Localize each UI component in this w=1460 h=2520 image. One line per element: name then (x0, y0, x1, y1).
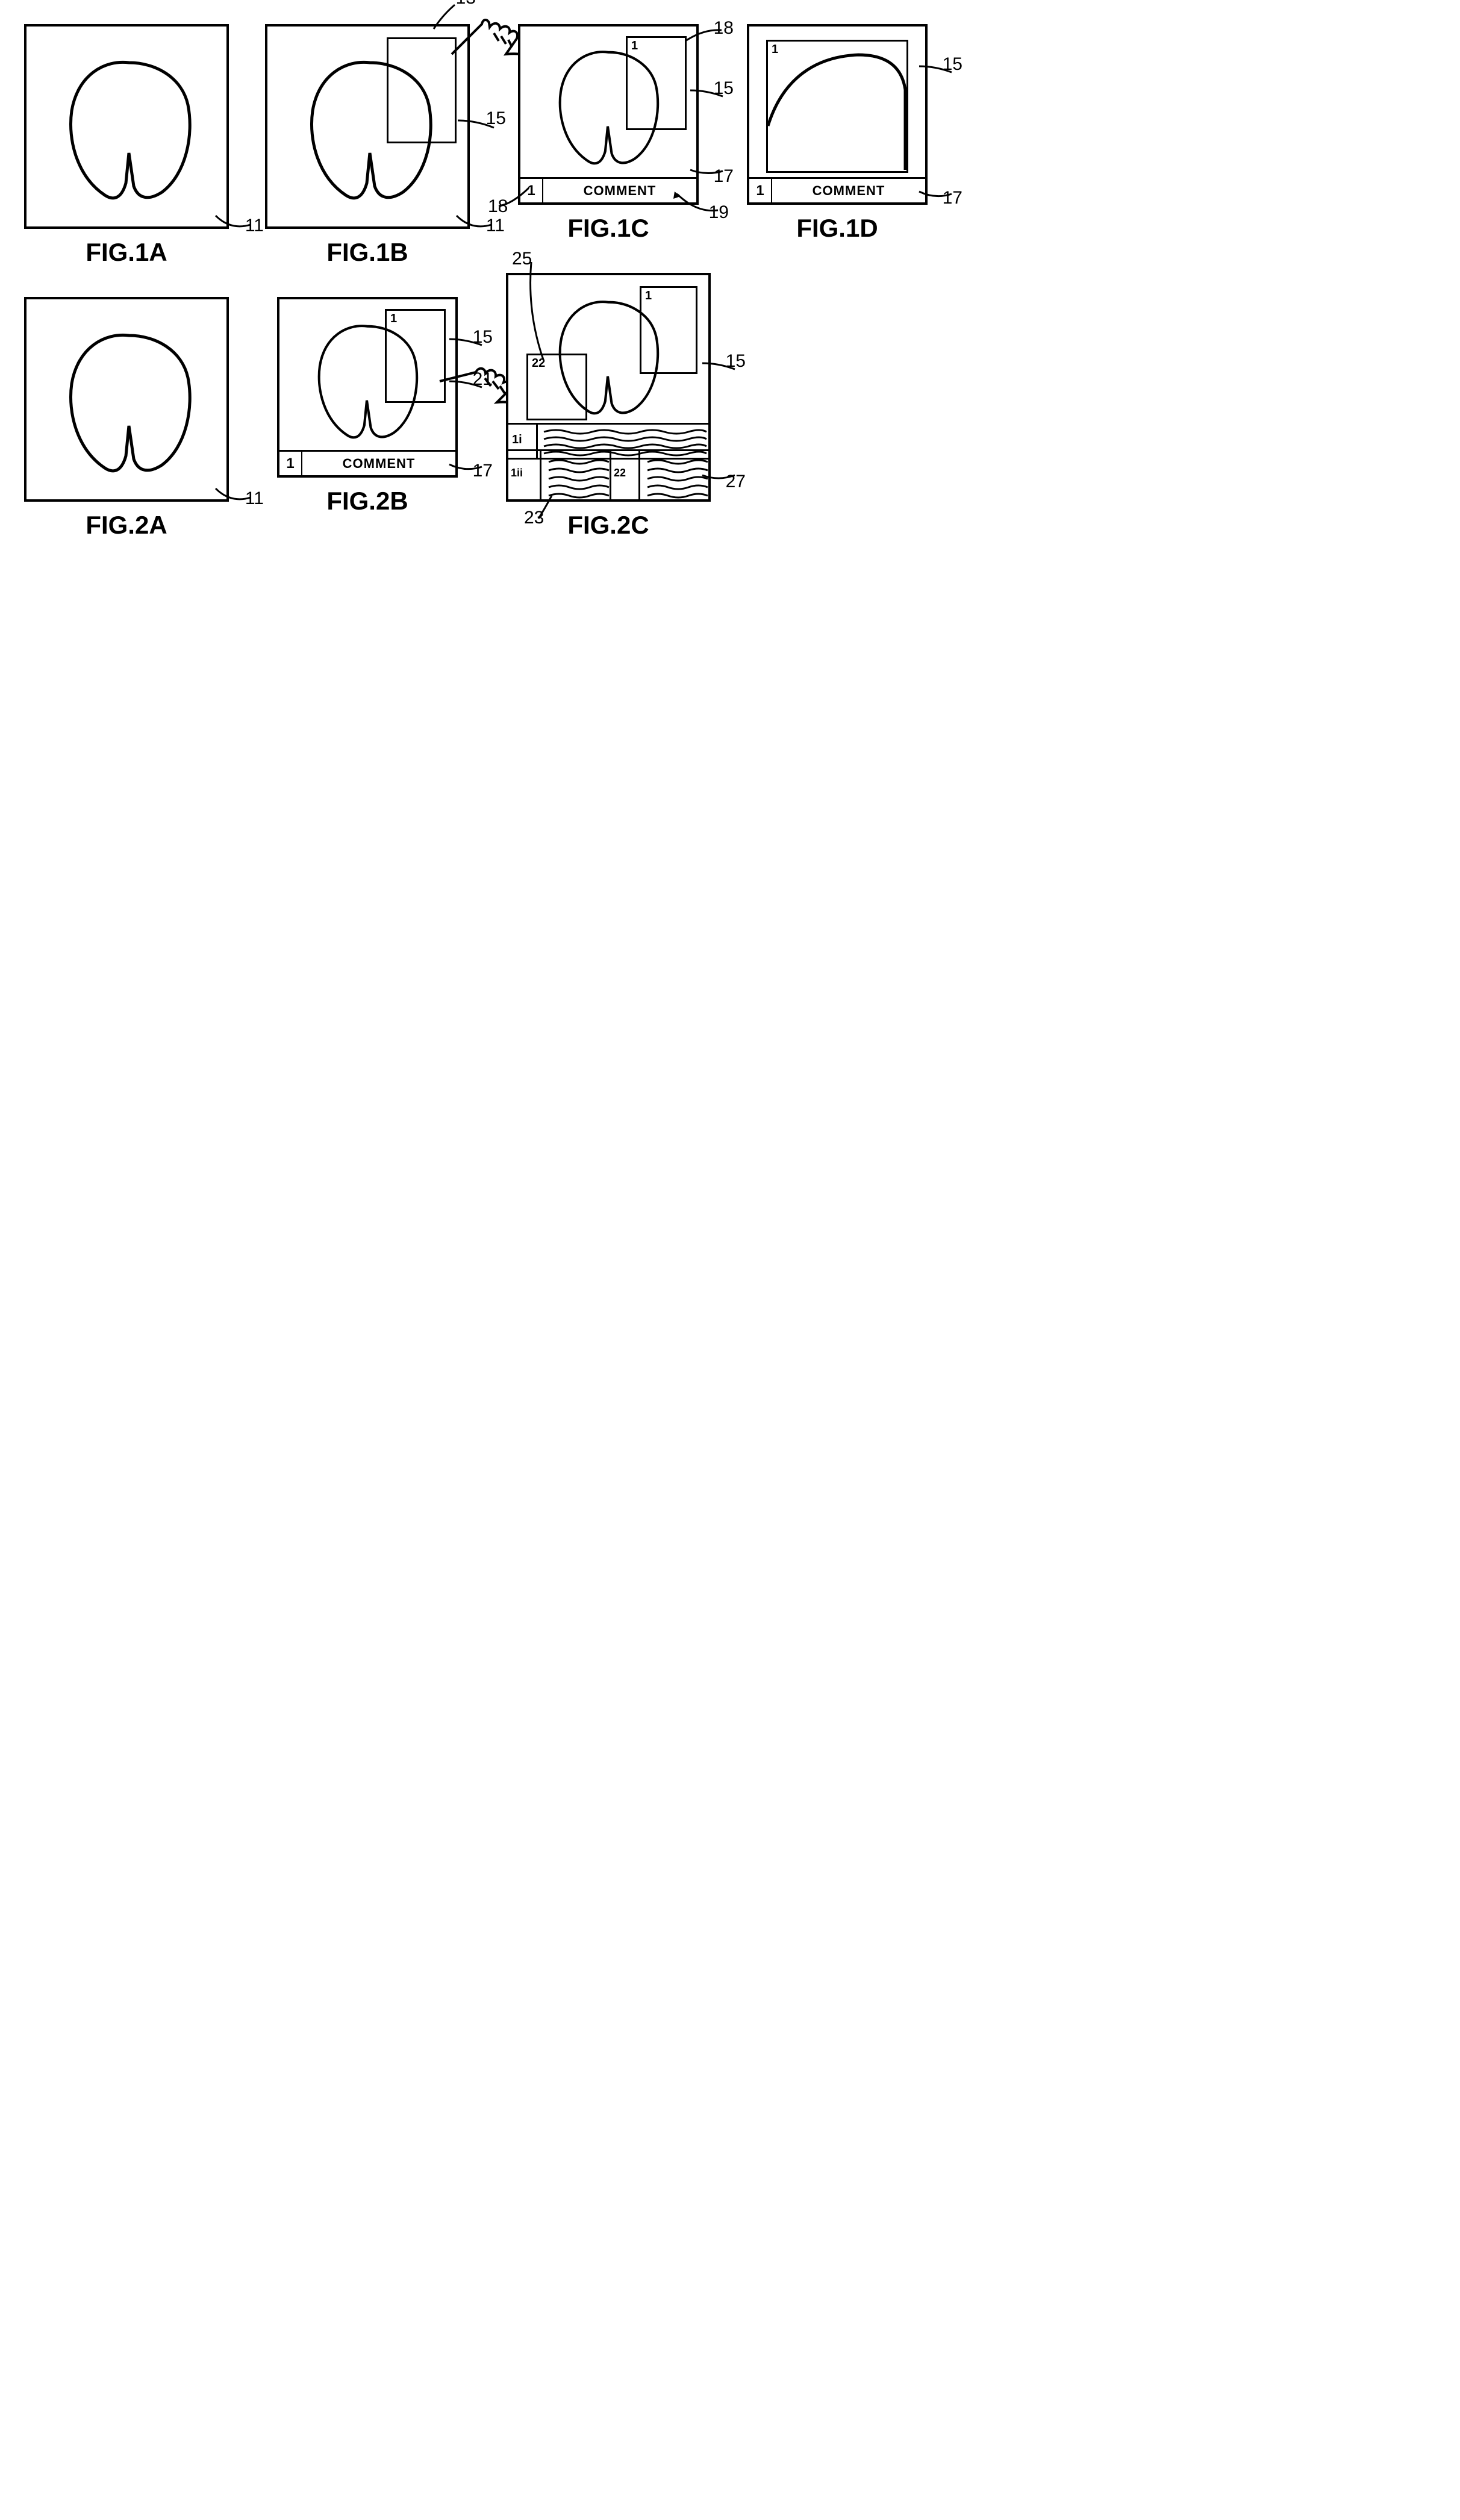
panel-1c: 1 1 COMMENT (518, 24, 699, 205)
fig-label-1d: FIG.1D (796, 214, 878, 243)
panel-1d: 1 1 COMMENT (747, 24, 928, 205)
wavy-lines-icon (643, 454, 711, 502)
ref-27: 27 (726, 472, 746, 492)
comment-bar-1c: 1 COMMENT (520, 177, 696, 202)
patent-figure-page: 11 FIG.1A 11 FIG.2A (24, 24, 1436, 540)
roi-num-2c-22: 22 (532, 357, 545, 370)
fig-label-1c: FIG.1C (567, 214, 649, 243)
wavy-lines-icon (544, 454, 612, 502)
figure-1d-group: 1 1 COMMENT 15 17 (747, 24, 928, 243)
ref-13: 13 (456, 0, 476, 8)
ref-15-2c: 15 (726, 351, 746, 372)
ref-15-1c: 15 (714, 78, 734, 99)
figure-2b-group: 1 1 COMMENT 15 (277, 297, 458, 516)
comment-num-1d: 1 (749, 179, 772, 202)
roi-num-2c-1: 1 (645, 289, 652, 303)
roi-num-1c-top: 1 (631, 39, 638, 53)
cell-label-1ii: 1ii (511, 467, 523, 479)
figure-1a-group: 11 FIG.1A (24, 24, 229, 267)
ref-21: 21 (473, 369, 493, 390)
comment-num-1c: 1 (520, 179, 543, 202)
cell-label-22: 22 (614, 467, 626, 479)
ref-25: 25 (512, 249, 532, 269)
figure-2c-group: 1 22 1i (506, 273, 711, 540)
comment-bar-2b: 1 COMMENT (279, 450, 455, 475)
comment-text-1c: COMMENT (543, 183, 696, 199)
roi-box-2c-right: 1 (640, 286, 697, 374)
figure-1c-group: 1 1 COMMENT 18 15 17 (518, 24, 699, 243)
fig-label-2c: FIG.2C (567, 511, 649, 540)
ref-17-1c: 17 (714, 166, 734, 187)
ref-15-1b: 15 (486, 108, 506, 129)
figure-1b-group: 13 15 11 FIG.1B (265, 24, 470, 267)
ref-11: 11 (245, 216, 264, 236)
figure-2a-group: 11 FIG.2A (24, 297, 229, 540)
zoomed-box-1d: 1 (766, 40, 908, 173)
fig-label-1b: FIG.1B (326, 238, 408, 267)
bottom-cells: 1ii (508, 449, 708, 499)
column-b: 13 15 11 FIG.1B (265, 24, 470, 540)
column-d: 1 1 COMMENT 15 17 (747, 24, 928, 540)
comment-text-1d: COMMENT (772, 183, 925, 199)
comment-num-2b: 1 (279, 452, 302, 475)
comment-text-2b: COMMENT (302, 456, 455, 472)
ref-15-2b: 15 (473, 327, 493, 348)
mid-label-1i: 1i (512, 433, 522, 447)
ref-17-2b: 17 (473, 461, 493, 481)
ref-17-1d: 17 (943, 188, 962, 208)
ref-11-2a: 11 (245, 488, 264, 509)
comment-bar-1d: 1 COMMENT (749, 177, 925, 202)
panel-1a (24, 24, 229, 229)
fig-label-1a: FIG.1A (86, 238, 167, 267)
roi-box-1c: 1 (626, 36, 687, 130)
ref-19: 19 (709, 202, 729, 223)
column-c: 1 1 COMMENT 18 15 17 (506, 24, 711, 540)
tooth-shape (45, 45, 213, 213)
ref-15-1d: 15 (943, 54, 962, 75)
ref-18-top: 18 (714, 18, 734, 39)
panel-2a (24, 297, 229, 502)
panel-2c: 1 22 1i (506, 273, 711, 502)
ref-23: 23 (524, 508, 544, 528)
fig-label-2b: FIG.2B (326, 487, 408, 516)
fig-label-2a: FIG.2A (86, 511, 167, 540)
roi-num-1: 1 (390, 312, 397, 326)
roi-box-2c-left: 22 (526, 354, 587, 420)
ref-18-left: 18 (488, 196, 508, 217)
tooth-shape (45, 317, 213, 486)
tooth-zoom (768, 42, 906, 171)
ref-11-1b: 11 (486, 216, 505, 236)
column-a: 11 FIG.1A 11 FIG.2A (24, 24, 229, 540)
